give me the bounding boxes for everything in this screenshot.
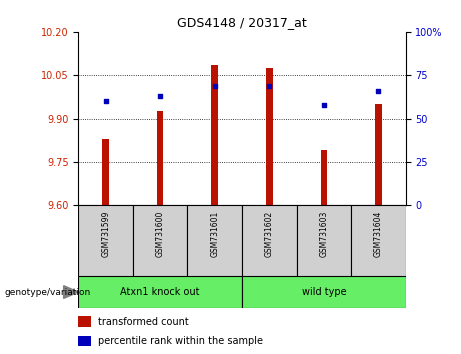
Text: GSM731600: GSM731600 bbox=[156, 211, 165, 257]
Point bbox=[320, 102, 327, 108]
Bar bbox=[242, 205, 296, 276]
Bar bbox=[188, 205, 242, 276]
Text: Atxn1 knock out: Atxn1 knock out bbox=[120, 287, 200, 297]
Text: genotype/variation: genotype/variation bbox=[5, 287, 91, 297]
Text: GSM731603: GSM731603 bbox=[319, 211, 328, 257]
Text: GSM731599: GSM731599 bbox=[101, 211, 110, 257]
Bar bbox=[212, 65, 218, 205]
Bar bbox=[133, 205, 188, 276]
Text: wild type: wild type bbox=[301, 287, 346, 297]
Bar bbox=[375, 104, 382, 205]
Bar bbox=[320, 150, 327, 205]
Bar bbox=[266, 68, 272, 205]
Bar bbox=[351, 205, 406, 276]
Point bbox=[102, 98, 109, 104]
Point bbox=[266, 83, 273, 88]
Bar bbox=[78, 336, 91, 346]
Point bbox=[211, 83, 219, 88]
Bar bbox=[102, 139, 109, 205]
Polygon shape bbox=[64, 286, 78, 298]
Text: percentile rank within the sample: percentile rank within the sample bbox=[98, 336, 263, 346]
Bar bbox=[157, 112, 164, 205]
Bar bbox=[242, 276, 406, 308]
Point bbox=[375, 88, 382, 94]
Text: GSM731604: GSM731604 bbox=[374, 211, 383, 257]
Text: GSM731602: GSM731602 bbox=[265, 211, 274, 257]
Bar bbox=[78, 316, 91, 327]
Bar bbox=[78, 276, 242, 308]
Text: transformed count: transformed count bbox=[98, 317, 189, 327]
Bar bbox=[78, 205, 133, 276]
Bar bbox=[296, 205, 351, 276]
Title: GDS4148 / 20317_at: GDS4148 / 20317_at bbox=[177, 16, 307, 29]
Point bbox=[157, 93, 164, 99]
Text: GSM731601: GSM731601 bbox=[210, 211, 219, 257]
